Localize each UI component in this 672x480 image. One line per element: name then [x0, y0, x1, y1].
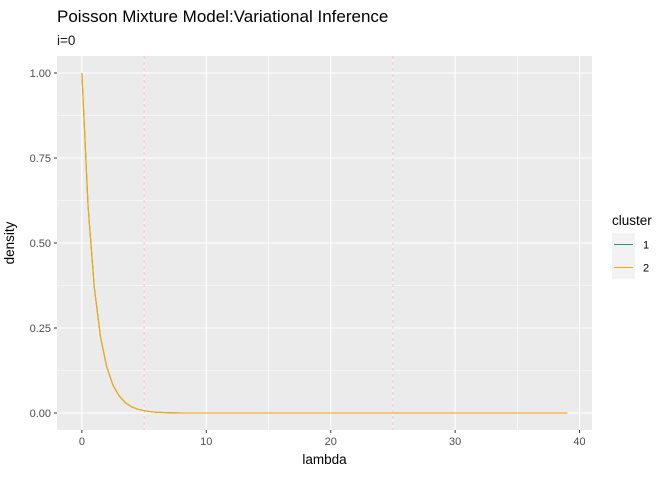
- legend: cluster 1 2: [612, 213, 652, 279]
- x-tick-label: 10: [200, 436, 212, 448]
- x-tick-label: 40: [573, 436, 585, 448]
- y-axis: 0.00 0.25 0.50 0.75 1.00: [30, 68, 57, 420]
- y-tick-label: 0.75: [30, 153, 51, 165]
- series-line-2: [81, 72, 568, 414]
- y-tick-label: 0.25: [30, 323, 51, 335]
- legend-label: 1: [643, 240, 649, 252]
- x-axis: 0 10 20 30 40: [79, 430, 586, 448]
- reference-lines: [143, 56, 394, 430]
- y-tick-label: 0.50: [30, 238, 51, 250]
- chart-subtitle: i=0: [57, 33, 75, 48]
- chart-title: Poisson Mixture Model:Variational Infere…: [57, 7, 388, 26]
- x-axis-title: lambda: [302, 452, 347, 467]
- x-tick-label: 0: [79, 436, 85, 448]
- y-tick-label: 1.00: [30, 68, 51, 80]
- x-tick-label: 30: [449, 436, 461, 448]
- x-tick-label: 20: [325, 436, 337, 448]
- legend-title: cluster: [612, 213, 652, 228]
- y-tick-label: 0.00: [30, 408, 51, 420]
- legend-label: 2: [643, 263, 649, 275]
- series-lines: [81, 72, 568, 414]
- y-axis-title: density: [2, 221, 17, 264]
